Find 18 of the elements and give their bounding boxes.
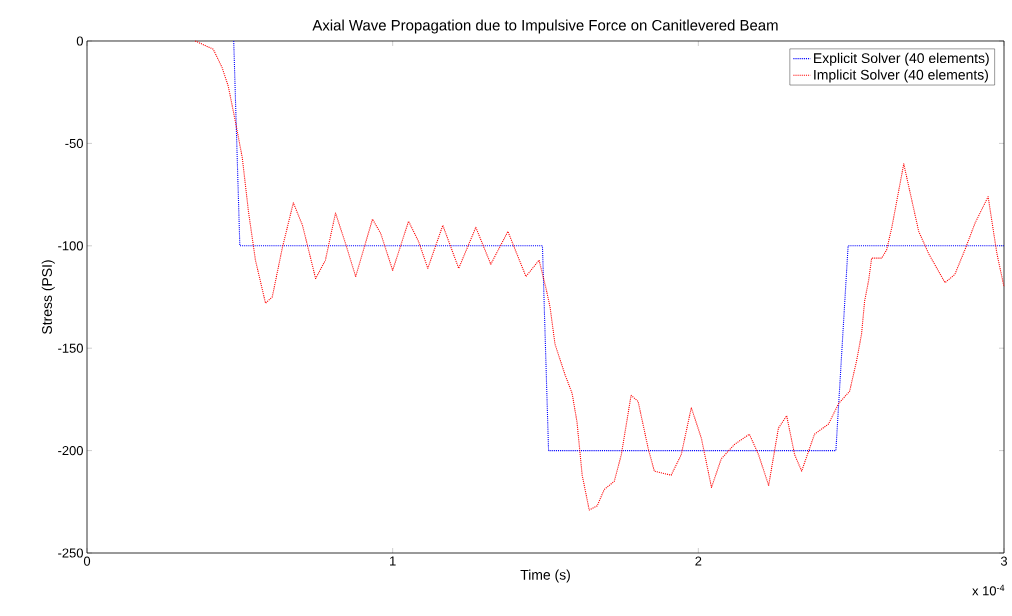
y-axis-title: Stress (PSI) xyxy=(41,260,55,334)
x-tick-label: 1 xyxy=(390,556,396,566)
y-tick-label: -50 xyxy=(65,138,83,148)
legend-label: Implicit Solver (40 elements) xyxy=(814,69,988,83)
x-axis-title: Time (s) xyxy=(520,569,570,583)
y-tick-label: -200 xyxy=(58,446,83,456)
x-tick-label: 3 xyxy=(1000,556,1008,566)
text: x 10$^{-4}$ xyxy=(972,584,1005,596)
y-tick-label: -150 xyxy=(58,343,83,353)
x-tick-label: 0 xyxy=(83,556,91,566)
line-series xyxy=(233,40,1005,452)
chart-title: Axial Wave Propagation due to Impulsive Force on Canitlevered Beam xyxy=(312,19,778,34)
x-tick-label: 2 xyxy=(695,556,702,566)
y-tick-label: -250 xyxy=(58,548,83,558)
y-tick-label: 0 xyxy=(76,36,83,46)
line-series xyxy=(194,40,1005,511)
legend-label: Explicit Solver (40 elements) xyxy=(814,52,989,66)
y-tick-label: -100 xyxy=(58,241,83,251)
